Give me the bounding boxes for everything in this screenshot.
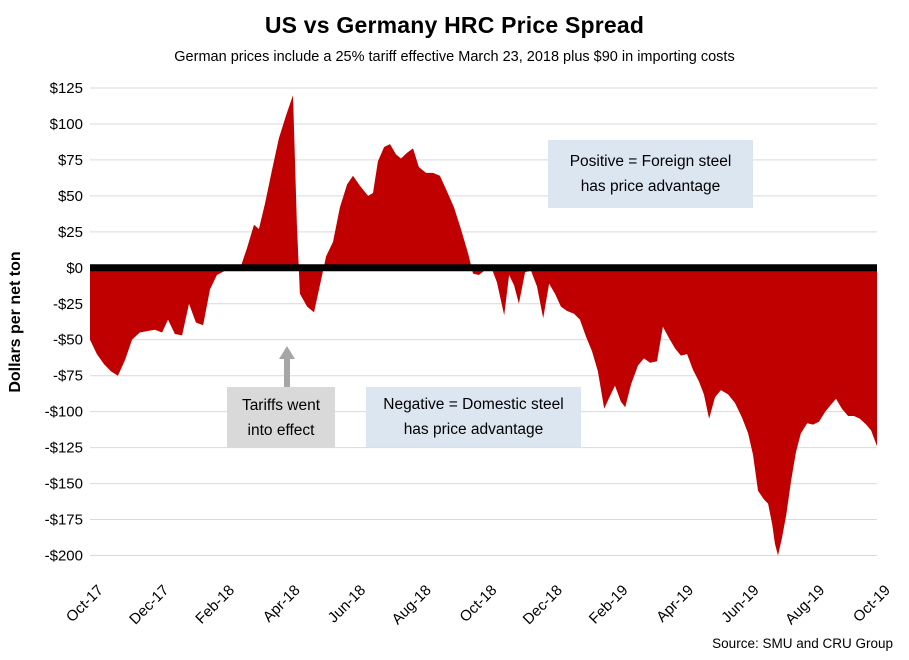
- x-tick-label: Jun-18: [325, 582, 369, 626]
- x-tick-label: Aug-18: [389, 582, 435, 628]
- y-axis-title: Dollars per net ton: [7, 251, 24, 392]
- spread-area-series: [90, 95, 877, 556]
- y-tick-label: $125: [50, 80, 83, 97]
- y-tick-label: -$100: [45, 404, 83, 421]
- y-tick-label: -$200: [45, 548, 83, 565]
- y-tick-label: $0: [66, 260, 83, 277]
- area-series: [90, 95, 877, 556]
- x-tick-label: Oct-18: [456, 582, 500, 626]
- tariff-annotation-line1: Tariffs went: [241, 396, 321, 414]
- y-tick-label: $50: [58, 188, 83, 205]
- x-tick-label: Dec-18: [520, 582, 566, 628]
- y-tick-label: $100: [50, 116, 83, 133]
- tariff-annotation-box: Tariffs went into effect: [227, 387, 335, 448]
- source-credit: Source: SMU and CRU Group: [712, 636, 893, 651]
- positive-annotation-line2: has price advantage: [580, 178, 721, 195]
- y-tick-label: -$75: [53, 368, 83, 385]
- y-tick-label: -$25: [53, 296, 83, 313]
- chart-title: US vs Germany HRC Price Spread: [264, 12, 645, 38]
- y-tick-label: $75: [58, 152, 83, 169]
- up-arrow-icon: [279, 346, 295, 387]
- x-tick-label: Feb-18: [192, 582, 238, 628]
- negative-annotation-line1: Negative = Domestic steel: [383, 396, 564, 413]
- x-tick-label: Apr-19: [653, 582, 697, 626]
- negative-annotation-box: Negative = Domestic steel has price adva…: [366, 387, 581, 447]
- x-tick-label: Oct-19: [850, 582, 894, 626]
- x-tick-label: Jun-19: [718, 582, 762, 626]
- x-tick-label: Feb-19: [586, 582, 632, 628]
- positive-annotation-line1: Positive = Foreign steel: [569, 153, 732, 170]
- x-tick-label: Dec-17: [126, 582, 172, 628]
- y-tick-label: -$50: [53, 332, 83, 349]
- y-tick-label: $25: [58, 224, 83, 241]
- negative-annotation-line2: has price advantage: [403, 421, 544, 438]
- y-tick-label: -$175: [45, 512, 83, 529]
- y-tick-label: -$125: [45, 440, 83, 457]
- x-tick-label: Apr-18: [260, 582, 304, 626]
- chart-subtitle: German prices include a 25% tariff effec…: [174, 49, 735, 65]
- tariff-annotation-line2: into effect: [247, 421, 315, 439]
- y-tick-label: -$150: [45, 476, 83, 493]
- x-tick-label: Aug-19: [782, 582, 828, 628]
- x-tick-label: Oct-17: [63, 582, 107, 626]
- positive-annotation-box: Positive = Foreign steel has price advan…: [548, 140, 753, 208]
